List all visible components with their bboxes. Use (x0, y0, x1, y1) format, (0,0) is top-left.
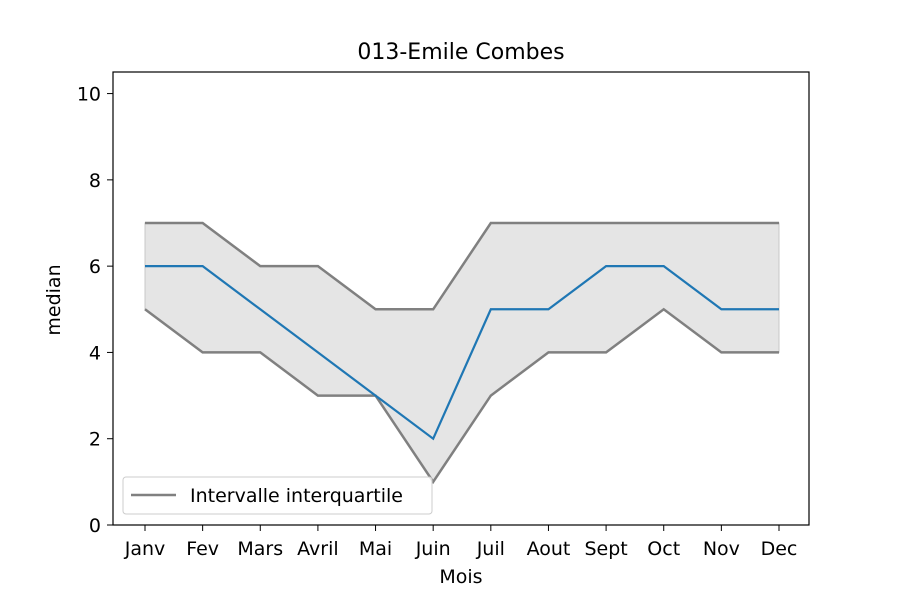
y-tick-label: 8 (89, 170, 101, 192)
y-axis-label: median (43, 264, 65, 335)
x-tick-label: Aout (527, 538, 571, 560)
y-tick-label: 2 (89, 429, 101, 451)
x-tick-label: Janv (124, 538, 166, 560)
plot-area: Janv Fev Mars Avril Mai Juin Juil Aout Sept Oct No… (77, 71, 810, 560)
legend-label-interquartile: Intervalle interquartile (190, 485, 403, 507)
x-tick-label: Juin (415, 538, 451, 560)
series-line-median (145, 265, 779, 441)
y-tick-label: 10 (77, 84, 101, 106)
x-tick-label: Nov (703, 538, 740, 560)
x-tick-label: Mai (359, 538, 392, 560)
y-tick-label: 4 (89, 342, 101, 364)
x-axis-label: Mois (439, 566, 482, 588)
legend-box (122, 476, 433, 515)
y-tick-label: 0 (89, 515, 101, 537)
series-line-upper-quartile (145, 221, 779, 311)
x-tick-label: Avril (297, 538, 339, 560)
axes-frame (112, 71, 810, 526)
x-tick-label: Sept (584, 538, 627, 560)
series-line-lower-quartile (144, 307, 779, 485)
legend: Intervalle interquartile (122, 476, 433, 515)
y-tick-label: 6 (89, 256, 101, 278)
x-tick-label: Mars (237, 538, 283, 560)
x-tick-label: Oct (647, 538, 680, 560)
x-tick-label: Fev (186, 538, 219, 560)
x-tick-label: Dec (761, 538, 798, 560)
x-tick-label: Juil (476, 538, 505, 560)
chart-title: 013-Emile Combes (357, 40, 564, 65)
